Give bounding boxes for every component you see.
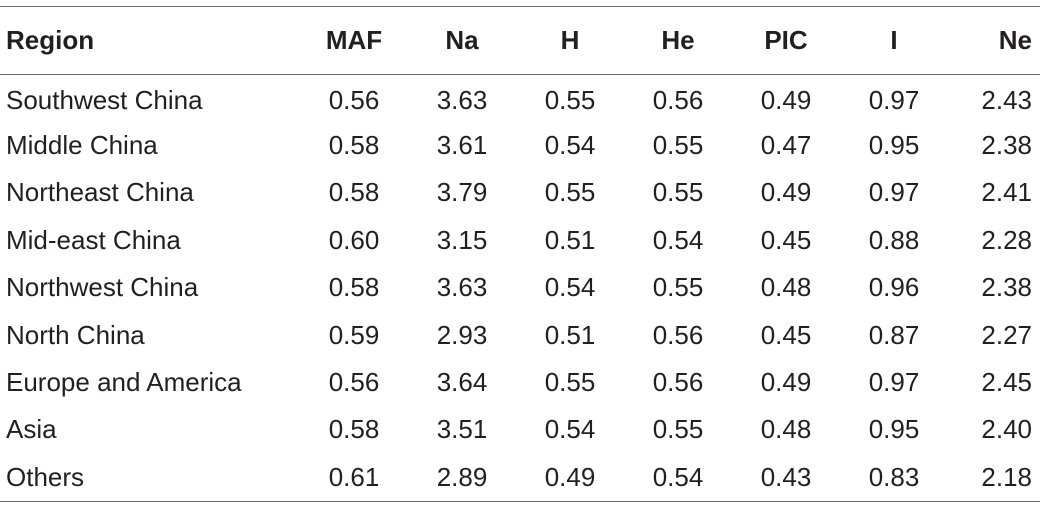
cell-na: 3.51: [436, 414, 488, 445]
table-header: Region MAF Na H He PIC I Ne: [0, 6, 1040, 75]
cell-maf: 0.59: [328, 319, 380, 350]
cell-ne: 2.27: [981, 319, 1032, 350]
cell-pic: 0.43: [732, 453, 840, 502]
cell-pic: 0.48: [760, 414, 812, 445]
cell-h: 0.54: [544, 130, 596, 161]
table-row: Europe and America 0.56 3.64 0.55 0.56 0.49 0.…: [0, 359, 1040, 406]
cell-he: 0.55: [652, 272, 704, 303]
cell-maf: 0.58: [328, 414, 380, 445]
cell-pic: 0.45: [760, 319, 812, 350]
cell-i: 0.97: [868, 177, 920, 208]
cell-na: 3.63: [436, 84, 488, 115]
cell-he: 0.56: [652, 367, 704, 398]
table-row: Mid-east China 0.60 3.15 0.51 0.54 0.45 0.88 2.…: [0, 217, 1040, 264]
cell-ne: 2.18: [948, 453, 1040, 502]
cell-maf: 0.58: [328, 130, 380, 161]
cell-h: 0.55: [544, 177, 596, 208]
cell-maf: 0.58: [328, 177, 380, 208]
cell-na: 2.89: [408, 453, 516, 502]
cell-h: 0.51: [544, 319, 596, 350]
cell-i: 0.87: [868, 319, 920, 350]
cell-i: 0.95: [868, 130, 920, 161]
table-row: Southwest China 0.56 3.63 0.55 0.56 0.49 0.97 2…: [0, 75, 1040, 122]
table-row: Northeast China 0.58 3.79 0.55 0.55 0.49 0.97 2…: [0, 169, 1040, 216]
header-maf: MAF: [300, 6, 408, 75]
cell-ne: 2.43: [981, 84, 1032, 115]
cell-maf: 0.58: [328, 272, 380, 303]
header-i: I: [840, 6, 948, 75]
cell-ne: 2.28: [981, 224, 1032, 255]
table-row: North China 0.59 2.93 0.51 0.56 0.45 0.87 2.27: [0, 311, 1040, 358]
header-region: Region: [0, 6, 300, 75]
cell-region: Mid-east China: [6, 224, 181, 255]
cell-na: 3.64: [436, 367, 488, 398]
cell-i: 0.88: [868, 224, 920, 255]
cell-maf: 0.60: [328, 224, 380, 255]
header-na: Na: [408, 6, 516, 75]
cell-he: 0.54: [652, 224, 704, 255]
cell-i: 0.95: [868, 414, 920, 445]
cell-i: 0.97: [868, 367, 920, 398]
cell-h: 0.49: [516, 453, 624, 502]
cell-pic: 0.49: [760, 177, 812, 208]
header-h: H: [516, 6, 624, 75]
cell-region: North China: [6, 319, 145, 350]
cell-he: 0.55: [652, 130, 704, 161]
cell-he: 0.54: [624, 453, 732, 502]
cell-maf: 0.61: [300, 453, 408, 502]
cell-na: 3.79: [436, 177, 488, 208]
cell-h: 0.54: [544, 272, 596, 303]
cell-na: 2.93: [436, 319, 488, 350]
cell-region: Others: [0, 453, 300, 502]
cell-na: 3.61: [436, 130, 488, 161]
table-row: Asia 0.58 3.51 0.54 0.55 0.48 0.95 2.40: [0, 406, 1040, 453]
cell-maf: 0.56: [328, 84, 380, 115]
cell-region: Middle China: [6, 130, 158, 161]
cell-region: Asia: [6, 414, 57, 445]
cell-region: Europe and America: [6, 367, 242, 398]
header-row: Region MAF Na H He PIC I Ne: [0, 6, 1040, 75]
cell-h: 0.51: [544, 224, 596, 255]
cell-i: 0.97: [868, 84, 920, 115]
table-row: Middle China 0.58 3.61 0.54 0.55 0.47 0.95 2.38: [0, 122, 1040, 169]
cell-i: 0.83: [840, 453, 948, 502]
cell-pic: 0.45: [760, 224, 812, 255]
cell-region: Southwest China: [6, 84, 203, 115]
cell-ne: 2.45: [981, 367, 1032, 398]
cell-pic: 0.49: [760, 84, 812, 115]
cell-region: Northwest China: [6, 272, 199, 303]
cell-pic: 0.49: [760, 367, 812, 398]
cell-he: 0.55: [652, 414, 704, 445]
region-statistics-table: Region MAF Na H He PIC I Ne Southwest Ch…: [0, 6, 1040, 502]
table-row: Others 0.61 2.89 0.49 0.54 0.43 0.83 2.18: [0, 453, 1040, 502]
cell-maf: 0.56: [328, 367, 380, 398]
header-pic: PIC: [732, 6, 840, 75]
cell-he: 0.56: [652, 319, 704, 350]
cell-ne: 2.38: [981, 272, 1032, 303]
cell-na: 3.63: [436, 272, 488, 303]
cell-pic: 0.47: [760, 130, 812, 161]
header-ne: Ne: [948, 6, 1040, 75]
cell-h: 0.55: [544, 84, 596, 115]
cell-i: 0.96: [868, 272, 920, 303]
cell-pic: 0.48: [760, 272, 812, 303]
cell-ne: 2.41: [981, 177, 1032, 208]
header-he: He: [624, 6, 732, 75]
cell-h: 0.54: [544, 414, 596, 445]
table-body: Southwest China 0.56 3.63 0.55 0.56 0.49 0.97 2…: [0, 75, 1040, 502]
cell-he: 0.55: [652, 177, 704, 208]
cell-ne: 2.40: [981, 414, 1032, 445]
cell-region: Northeast China: [6, 177, 194, 208]
cell-he: 0.56: [652, 84, 704, 115]
table-row: Northwest China 0.58 3.63 0.54 0.55 0.48 0.96 2…: [0, 264, 1040, 311]
cell-ne: 2.38: [981, 130, 1032, 161]
cell-na: 3.15: [436, 224, 488, 255]
cell-h: 0.55: [544, 367, 596, 398]
